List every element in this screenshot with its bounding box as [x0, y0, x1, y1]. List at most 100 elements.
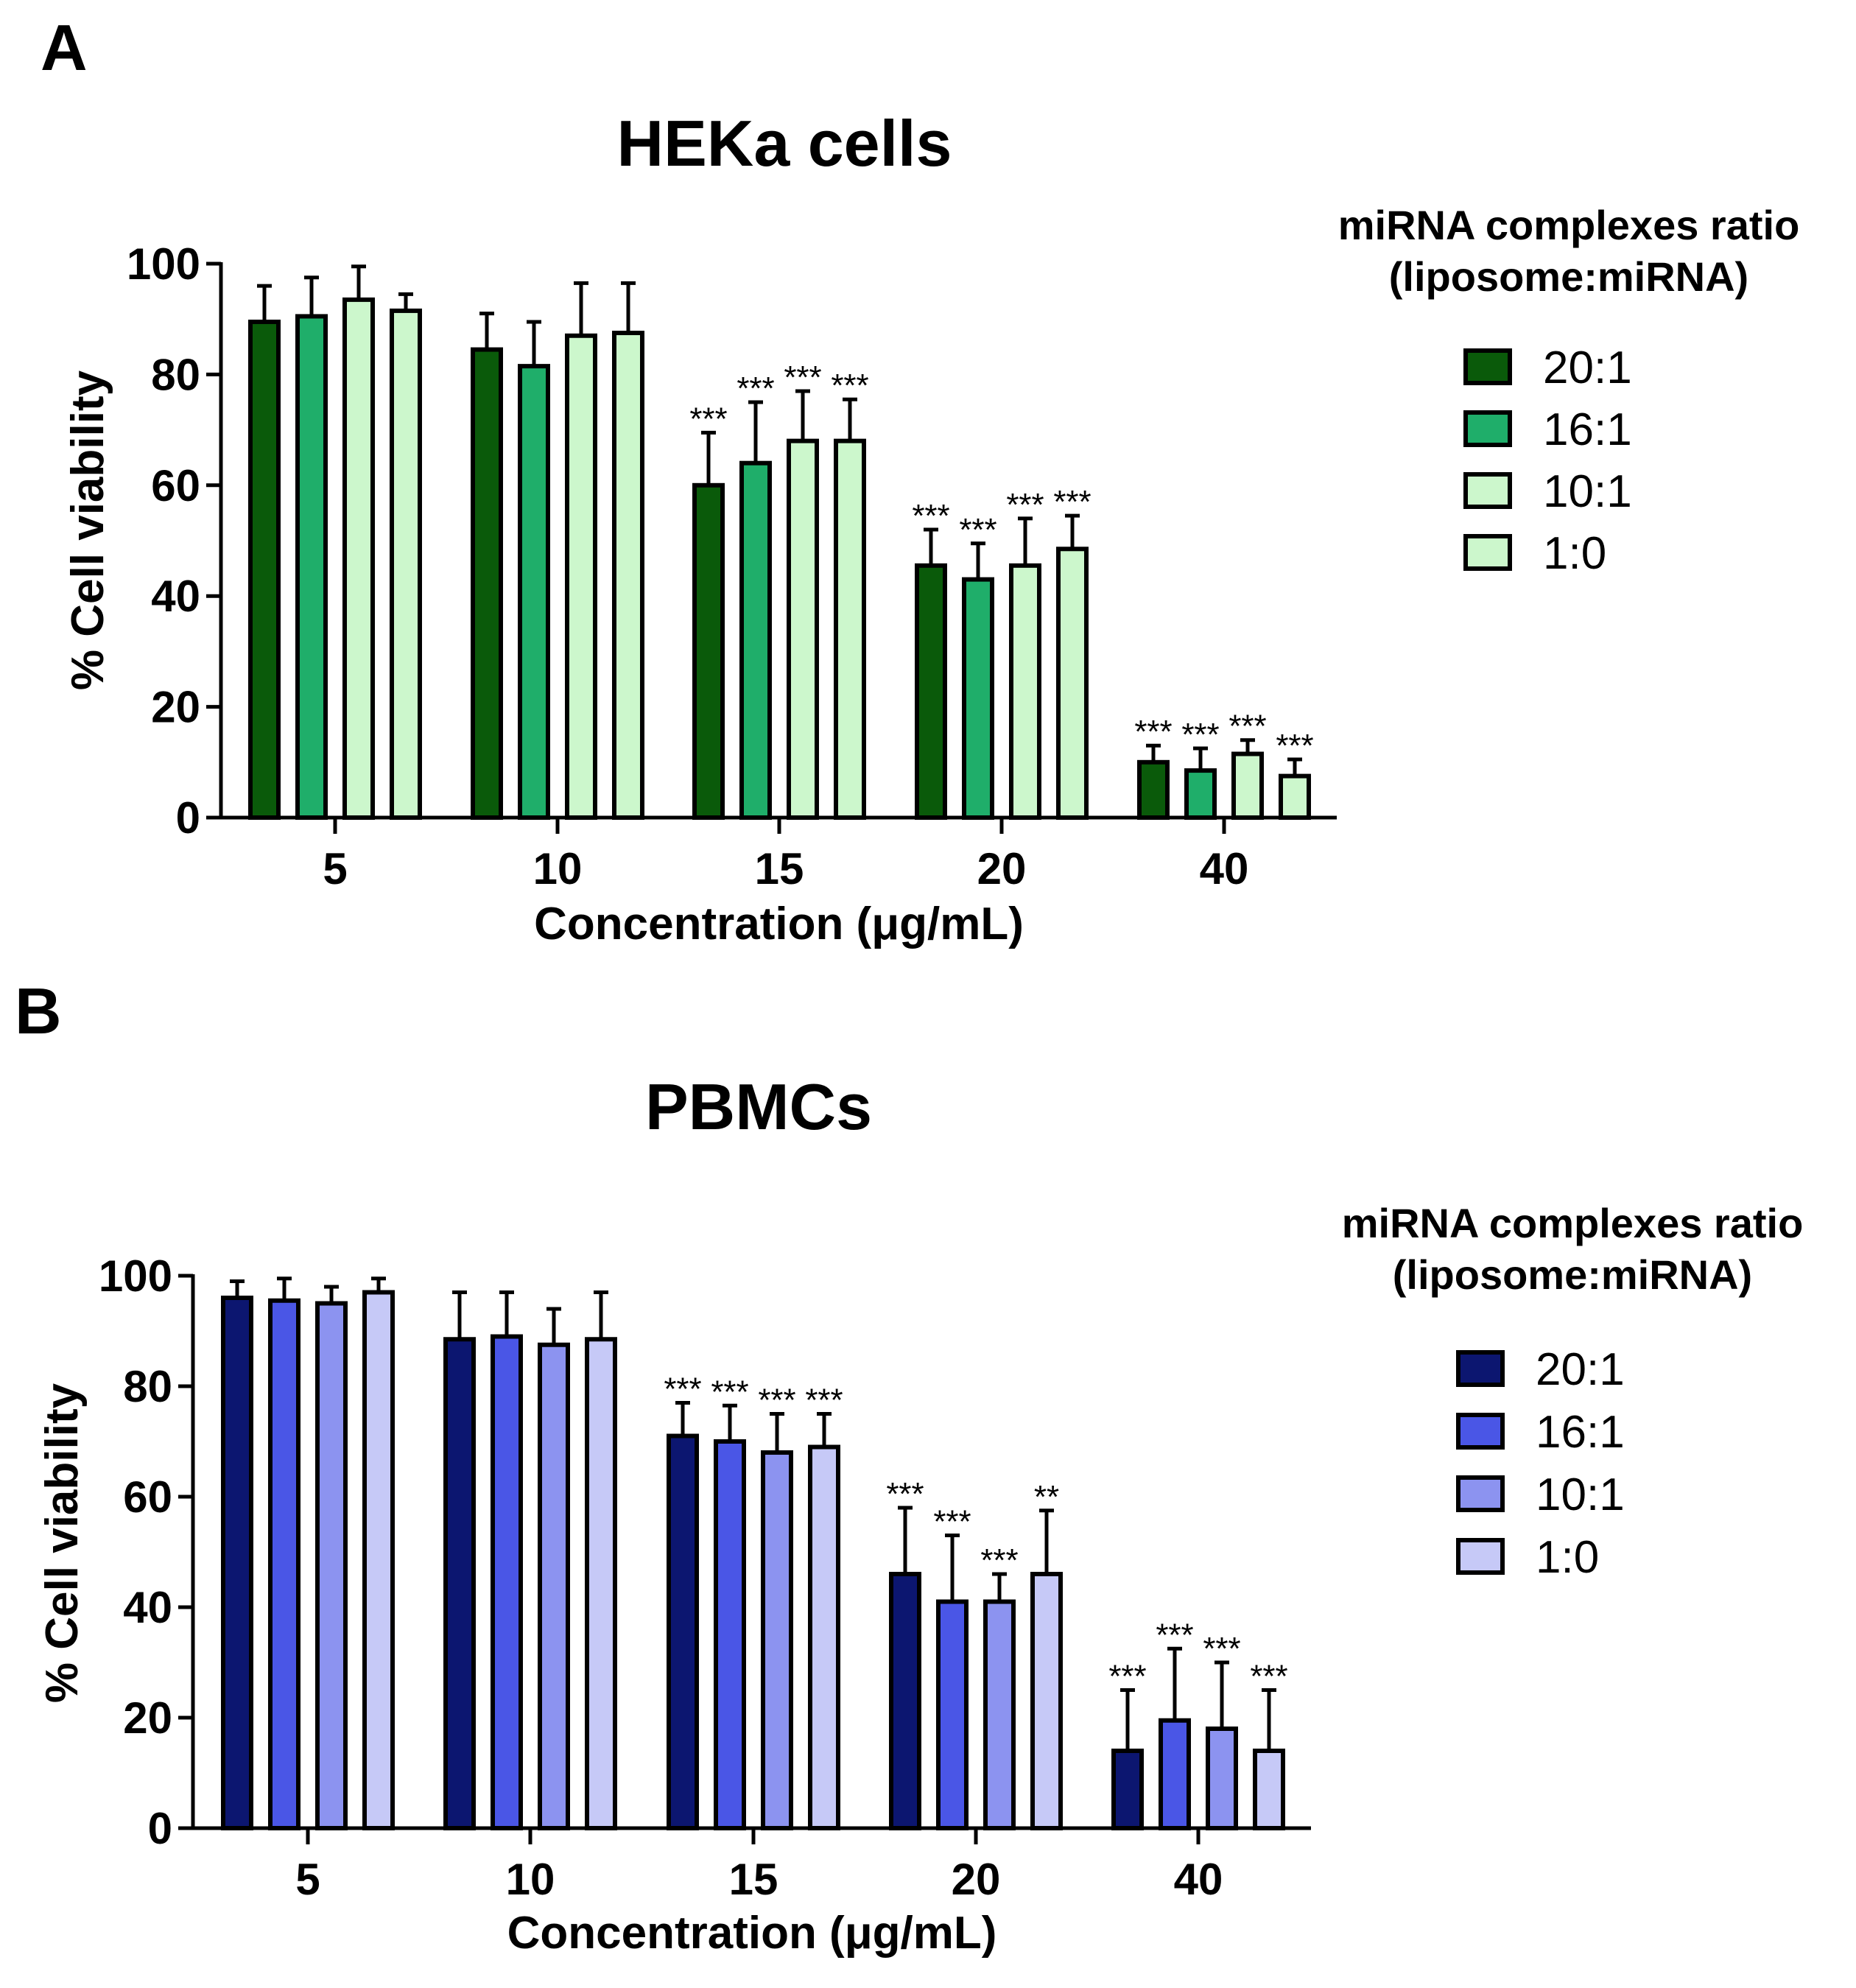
bar: [1009, 563, 1041, 821]
significance-mark: ***: [737, 370, 774, 407]
y-tick-label: 20: [123, 1693, 172, 1743]
significance-mark: ***: [886, 1476, 924, 1512]
bar: [518, 364, 550, 820]
legend-title: miRNA complexes ratio: [1342, 1200, 1804, 1246]
legend-label: 1:0: [1543, 528, 1606, 579]
significance-mark: ***: [664, 1371, 701, 1408]
legend-label: 1:0: [1536, 1532, 1599, 1583]
x-tick-label: 5: [323, 844, 347, 893]
panel-letter: A: [41, 11, 88, 84]
significance-mark: ***: [784, 359, 821, 396]
bar: [295, 314, 328, 820]
significance-mark: ***: [1053, 484, 1091, 520]
significance-mark: ***: [805, 1383, 843, 1419]
bar: [491, 1334, 523, 1830]
y-tick-label: 60: [151, 461, 200, 510]
bar: [585, 1337, 617, 1830]
significance-mark: ***: [711, 1374, 748, 1410]
bar: [834, 438, 866, 820]
legend-swatch: [1456, 1475, 1505, 1512]
x-tick-label: 20: [952, 1855, 1001, 1904]
x-tick-label: 10: [506, 1855, 555, 1904]
significance-mark: ***: [1134, 714, 1172, 750]
y-tick-label: 40: [151, 572, 200, 621]
bar: [808, 1444, 840, 1830]
legend-label: 16:1: [1543, 404, 1632, 455]
significance-mark: ***: [959, 512, 996, 548]
bar: [248, 319, 281, 820]
x-tick-label: 10: [533, 844, 583, 893]
bar: [889, 1572, 921, 1830]
legend-swatch: [1456, 1538, 1505, 1575]
x-tick-label: 15: [755, 844, 804, 893]
bar: [612, 331, 644, 820]
bar: [390, 308, 422, 821]
x-tick-label: 15: [729, 1855, 778, 1904]
bar: [714, 1439, 746, 1830]
significance-mark: ***: [1250, 1659, 1287, 1695]
legend-swatch: [1456, 1350, 1505, 1387]
panel-b: B PBMCs 0 20 40 60 80 100 5 10 15 20 40 Concentration…: [15, 974, 1803, 1959]
y-tick-label: 100: [99, 1251, 172, 1301]
bar: [443, 1337, 476, 1830]
significance-mark: ***: [933, 1504, 971, 1540]
x-tick-label: 20: [977, 844, 1027, 893]
bar: [342, 297, 375, 820]
significance-mark: ***: [1203, 1631, 1240, 1667]
x-tick-label: 5: [295, 1855, 320, 1904]
x-tick-label: 40: [1200, 844, 1249, 893]
legend-swatch: [1463, 348, 1512, 385]
bar: [1137, 759, 1170, 821]
bar: [538, 1342, 570, 1830]
y-tick-label: 80: [123, 1362, 172, 1411]
bar: [362, 1290, 395, 1830]
bar: [315, 1301, 348, 1830]
significance-mark: ***: [831, 368, 868, 404]
bar: [471, 347, 503, 820]
bar: [983, 1599, 1016, 1830]
legend-swatch: [1456, 1413, 1505, 1450]
x-axis-title: Concentration (μg/mL): [534, 899, 1024, 949]
significance-mark: ***: [1276, 728, 1313, 764]
bar: [1159, 1718, 1191, 1830]
y-tick-label: 40: [123, 1583, 172, 1632]
legend-subtitle: (liposome:miRNA): [1393, 1251, 1752, 1298]
significance-mark: ***: [758, 1383, 795, 1419]
significance-mark: **: [1034, 1479, 1059, 1515]
bar: [787, 438, 819, 820]
panel-a: A HEKa cells 0 20 40 60 80 100 5 10 15 20 40 Concentr…: [41, 11, 1799, 949]
legend-label: 20:1: [1536, 1344, 1625, 1395]
bar: [1030, 1572, 1063, 1830]
legend-title: miRNA complexes ratio: [1338, 202, 1800, 248]
legend-swatch: [1463, 410, 1512, 447]
bar: [1253, 1749, 1285, 1830]
significance-mark: ***: [1108, 1659, 1146, 1695]
legend-label: 10:1: [1543, 466, 1632, 517]
legend-label: 16:1: [1536, 1407, 1625, 1458]
significance-mark: ***: [912, 498, 949, 534]
chart-title: PBMCs: [645, 1070, 872, 1143]
legend-swatch: [1463, 472, 1512, 509]
bar: [1184, 768, 1217, 820]
significance-mark: ***: [1228, 709, 1266, 745]
bar: [221, 1296, 253, 1830]
y-tick-label: 0: [148, 1804, 172, 1853]
significance-mark: ***: [1181, 717, 1219, 753]
bar: [1279, 773, 1311, 820]
bar: [1111, 1749, 1144, 1830]
bar: [1231, 751, 1264, 821]
bar: [692, 482, 725, 820]
significance-mark: ***: [1006, 487, 1044, 523]
significance-mark: ***: [689, 401, 727, 437]
bar: [761, 1450, 793, 1830]
y-tick-label: 0: [176, 793, 200, 843]
legend-label: 20:1: [1543, 343, 1632, 393]
bar: [962, 577, 994, 820]
bar: [565, 333, 597, 820]
panel-letter: B: [15, 974, 62, 1047]
x-tick-label: 40: [1174, 1855, 1223, 1904]
y-tick-label: 20: [151, 683, 200, 732]
y-axis-title: % Cell viability: [37, 1383, 88, 1703]
bar: [268, 1298, 300, 1830]
